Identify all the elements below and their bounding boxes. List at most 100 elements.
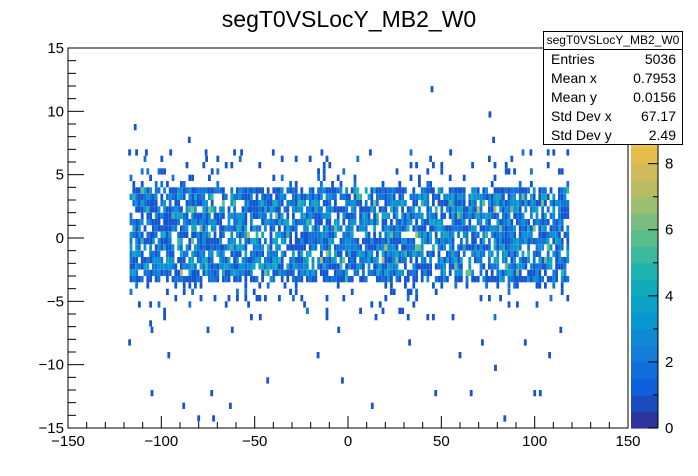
heatmap-cell (247, 263, 250, 270)
heatmap-cell (325, 263, 329, 270)
heatmap-cell (502, 276, 505, 283)
heatmap-cell (230, 238, 234, 245)
heatmap-cell (538, 238, 542, 245)
heatmap-cell (216, 250, 220, 257)
heatmap-cell (437, 244, 441, 251)
heatmap-cell (546, 257, 550, 264)
heatmap-cell (336, 276, 340, 283)
heatmap-cell (423, 193, 427, 200)
heatmap-cell (166, 225, 169, 232)
heatmap-cell (504, 168, 508, 175)
heatmap-cell (516, 244, 519, 251)
heatmap-cell (387, 187, 390, 194)
heatmap-cell (490, 212, 494, 219)
heatmap-cell (244, 225, 248, 232)
heatmap-cell (415, 295, 418, 302)
heatmap-cell (345, 200, 348, 207)
heatmap-cell (241, 244, 245, 251)
heatmap-cell (222, 212, 225, 219)
heatmap-cell (476, 212, 480, 219)
heatmap-cell (149, 250, 152, 257)
heatmap-cell (138, 301, 141, 308)
heatmap-cell (244, 282, 248, 289)
heatmap-cell (283, 250, 287, 257)
stats-row-mean-y: Mean y 0.0156 (544, 88, 682, 107)
heatmap-cell (524, 219, 528, 226)
heatmap-cell (283, 269, 287, 276)
heatmap-cell (350, 219, 354, 226)
heatmap-cell (199, 295, 203, 302)
heatmap-cell (325, 269, 329, 276)
heatmap-cell (311, 193, 315, 200)
heatmap-cell (196, 238, 200, 245)
heatmap-cell (272, 269, 276, 276)
heatmap-cell (146, 219, 150, 226)
heatmap-cell (306, 269, 309, 276)
heatmap-cell (191, 231, 194, 238)
heatmap-cell (208, 238, 211, 245)
heatmap-cell (560, 219, 564, 226)
heatmap-cell (544, 187, 547, 194)
heatmap-cell (348, 238, 351, 245)
heatmap-cell (202, 269, 206, 276)
heatmap-cell (492, 136, 495, 143)
heatmap-cell (143, 257, 147, 264)
heatmap-cell (488, 225, 491, 232)
heatmap-cell (530, 168, 533, 175)
heatmap-cell (488, 257, 491, 264)
heatmap-cell (516, 276, 519, 283)
heatmap-cell (146, 231, 150, 238)
heatmap-cell (331, 257, 334, 264)
heatmap-cell (289, 225, 292, 232)
heatmap-cell (474, 257, 477, 264)
heatmap-cell (157, 206, 161, 213)
heatmap-cell (555, 200, 558, 207)
heatmap-cell (216, 168, 220, 175)
heatmap-cell (157, 263, 161, 270)
heatmap-cell (250, 193, 253, 200)
heatmap-cell (275, 206, 278, 213)
heatmap-cell (328, 219, 332, 226)
heatmap-cell (376, 269, 379, 276)
heatmap-cell (479, 200, 483, 207)
heatmap-cell (538, 187, 542, 194)
heatmap-cell (294, 231, 298, 238)
heatmap-cell (558, 263, 561, 270)
heatmap-cell (188, 276, 192, 283)
heatmap-cell (479, 244, 483, 251)
heatmap-cell (314, 231, 318, 238)
heatmap-cell (356, 225, 360, 232)
heatmap-cell (423, 257, 427, 264)
heatmap-cell (191, 225, 194, 232)
heatmap-cell (224, 276, 228, 283)
heatmap-cell (415, 225, 418, 232)
heatmap-cell (252, 250, 256, 257)
heatmap-cell (160, 231, 164, 238)
heatmap-cell (171, 257, 175, 264)
heatmap-cell (387, 238, 390, 245)
heatmap-cell (152, 250, 155, 257)
heatmap-cell (401, 257, 404, 264)
heatmap-cell (289, 263, 292, 270)
heatmap-cell (336, 244, 340, 251)
heatmap-cell (378, 238, 382, 245)
heatmap-cell (373, 200, 376, 207)
heatmap-cell (292, 244, 295, 251)
heatmap-cell (474, 212, 477, 219)
heatmap-cell (378, 206, 382, 213)
heatmap-cell (227, 269, 231, 276)
heatmap-cell (166, 181, 169, 188)
heatmap-cell (272, 187, 276, 194)
heatmap-cell (546, 149, 550, 156)
heatmap-cell (350, 244, 354, 251)
heatmap-cell (180, 257, 183, 264)
heatmap-cell (404, 187, 407, 194)
heatmap-cell (521, 257, 525, 264)
heatmap-cell (272, 250, 276, 257)
heatmap-cell (328, 238, 332, 245)
heatmap-cell (406, 219, 410, 226)
heatmap-cell (474, 244, 477, 251)
heatmap-cell (465, 276, 469, 283)
heatmap-cell (208, 174, 211, 181)
